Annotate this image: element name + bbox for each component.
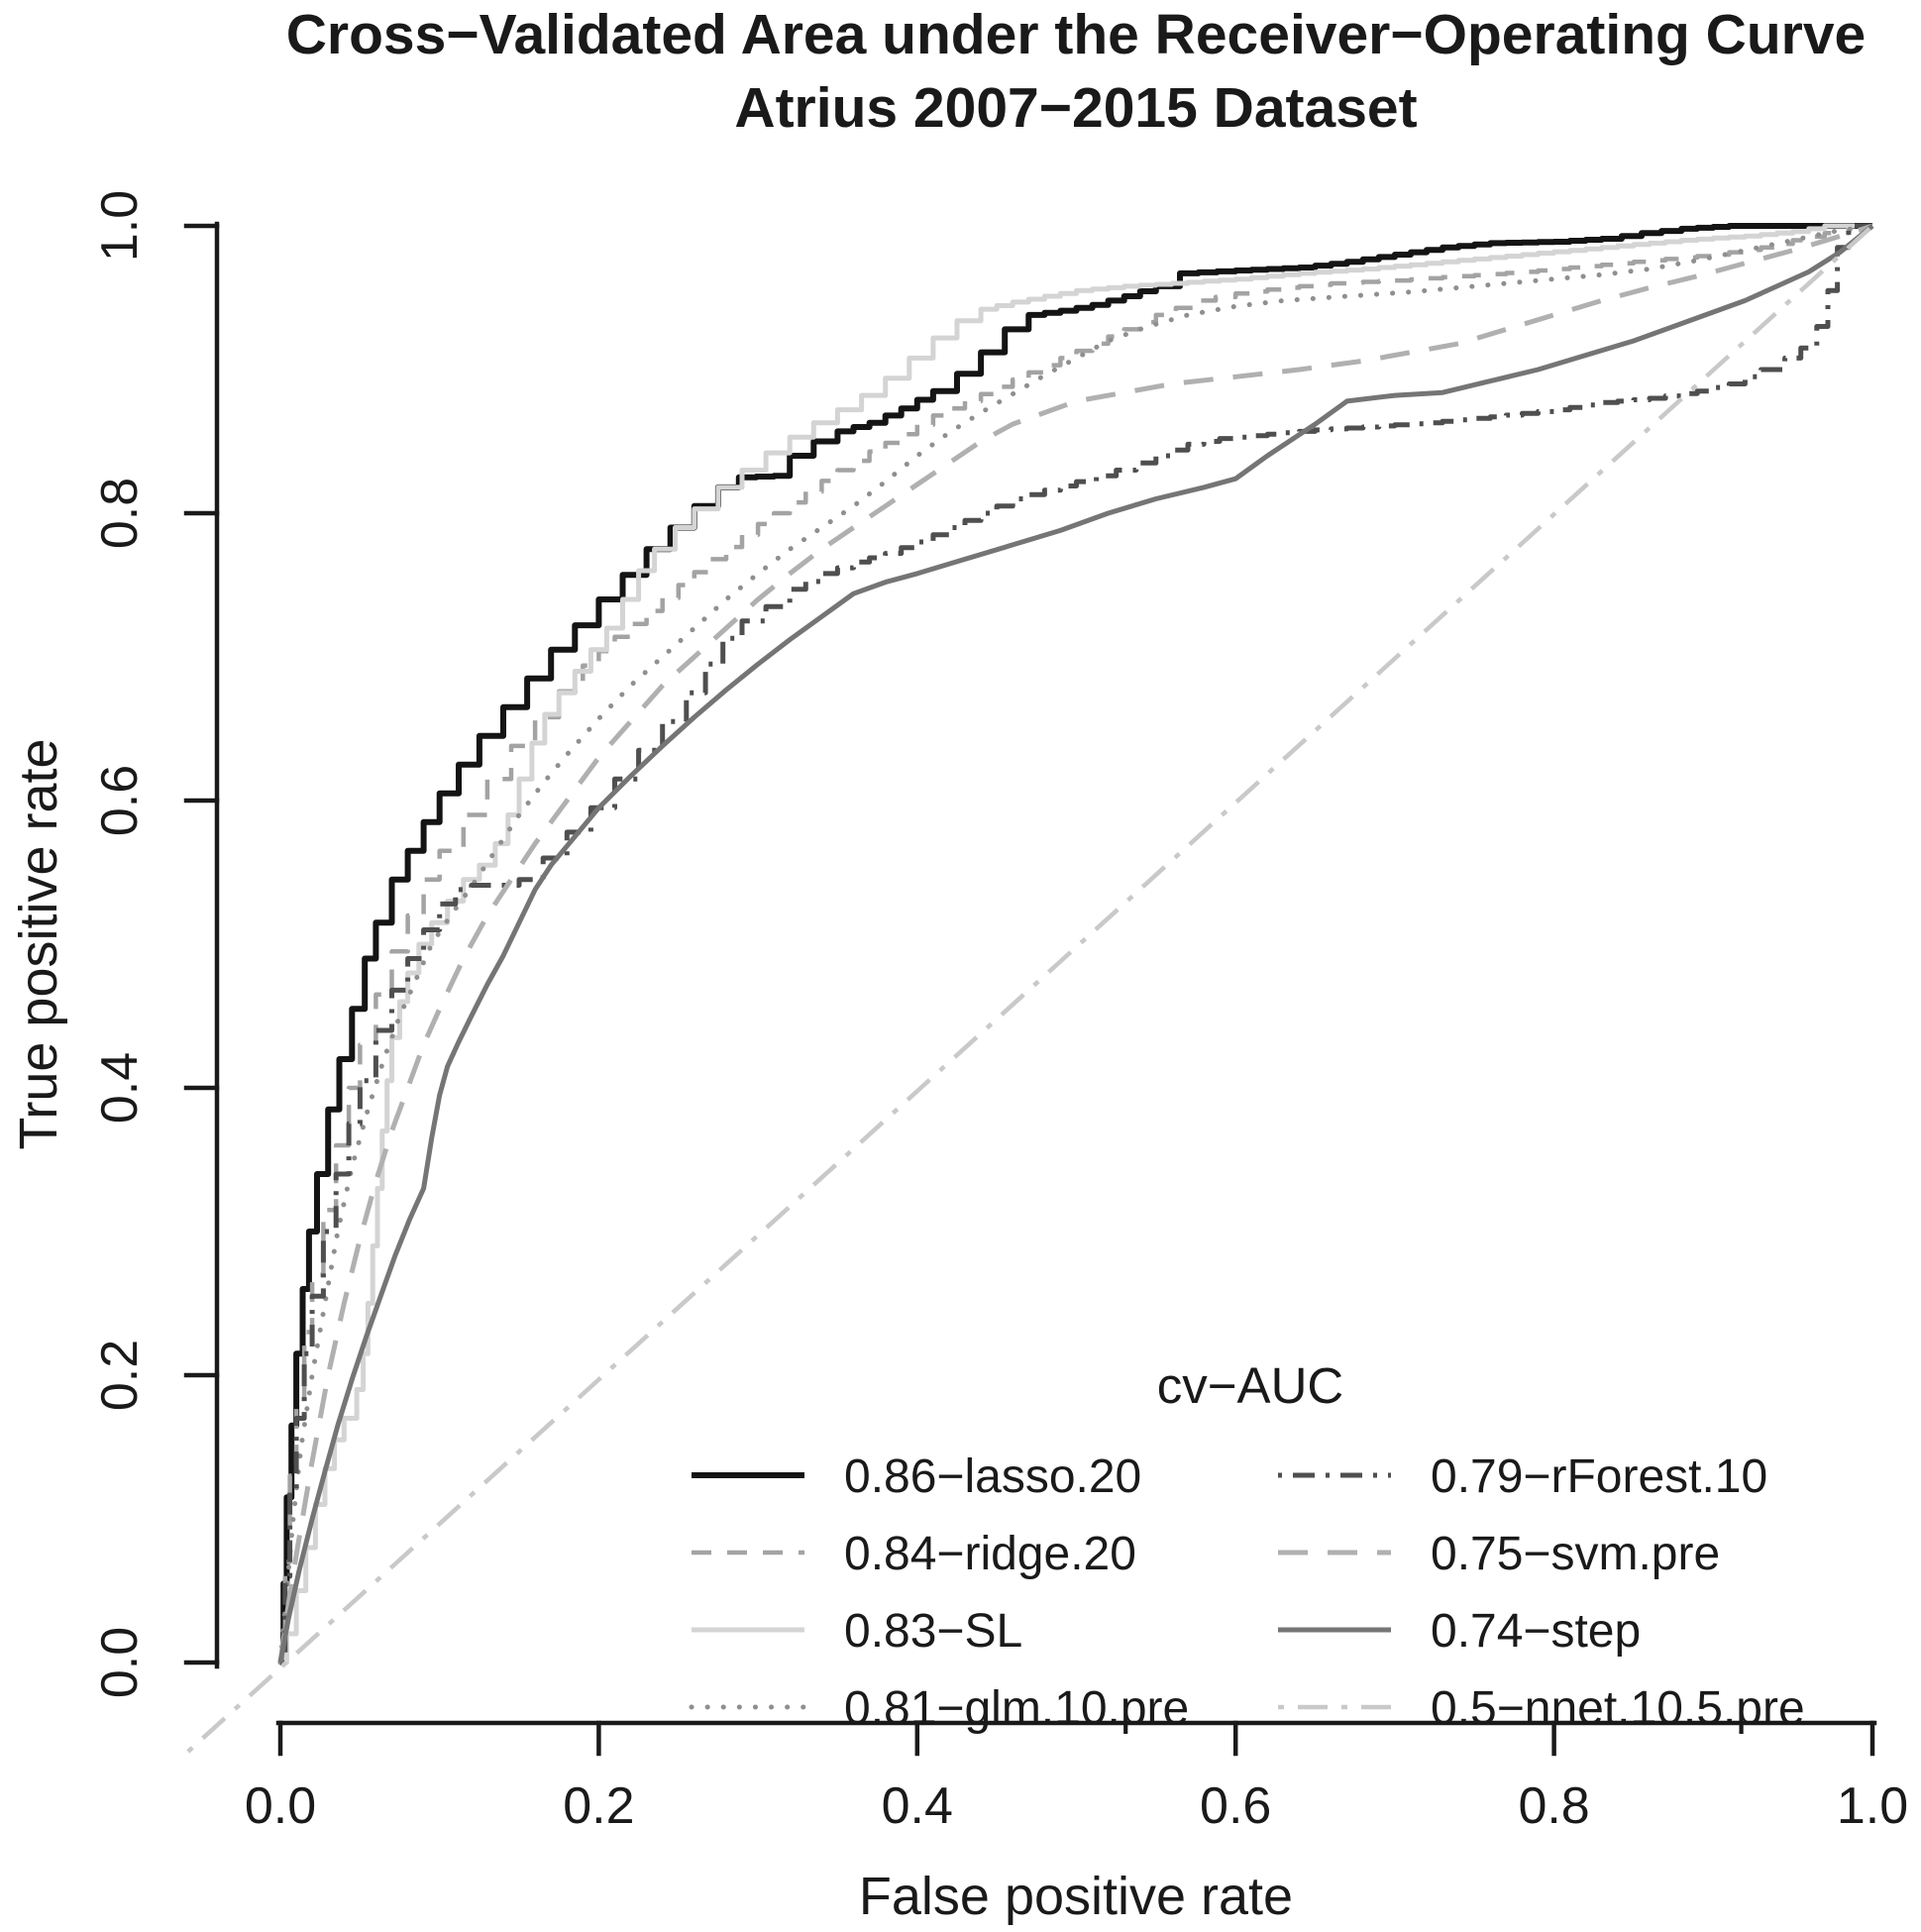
x-tick-label-0.4: 0.4 xyxy=(882,1777,953,1835)
roc-curve-step xyxy=(277,224,1874,1664)
roc-curve-rForest.10 xyxy=(280,223,1872,1665)
legend-label-lasso.20: 0.86−lasso.20 xyxy=(844,1450,1141,1503)
legend-label-svm.pre: 0.75−svm.pre xyxy=(1431,1528,1720,1580)
y-tick-label-0.4: 0.4 xyxy=(91,1052,149,1124)
y-axis-label: True positive rate xyxy=(9,738,68,1149)
x-tick-label-1.0: 1.0 xyxy=(1837,1777,1908,1835)
x-tick-label-0.0: 0.0 xyxy=(245,1777,316,1835)
legend-label-step: 0.74−step xyxy=(1431,1605,1641,1658)
x-tick-label-0.8: 0.8 xyxy=(1518,1777,1589,1835)
roc-curve-lasso.20 xyxy=(280,223,1872,1665)
y-tick-label-0.0: 0.0 xyxy=(91,1627,149,1698)
roc-curve-glm.10.pre xyxy=(277,223,1875,1665)
roc-curves-group xyxy=(186,218,1880,1754)
x-tick-label-0.2: 0.2 xyxy=(563,1777,634,1835)
legend-label-glm.10.pre: 0.81−glm.10.pre xyxy=(844,1682,1189,1735)
y-tick-label-0.2: 0.2 xyxy=(91,1340,149,1411)
legend-label-ridge.20: 0.84−ridge.20 xyxy=(844,1528,1136,1580)
chart-title-line2: Atrius 2007−2015 Dataset xyxy=(734,76,1417,140)
axes-group: 0.0 0.2 0.4 0.6 0.8 1.0 0.0 0.2 0.4 0.6 0.8 1.0 xyxy=(91,190,1908,1835)
roc-curve-ridge.20 xyxy=(280,223,1872,1665)
legend-label-rForest.10: 0.79−rForest.10 xyxy=(1431,1450,1767,1503)
chart-title-line1: Cross−Validated Area under the Receiver−… xyxy=(286,3,1867,66)
legend-label-nnet.10.5.pre: 0.5−nnet.10.5.pre xyxy=(1431,1682,1805,1735)
y-tick-label-0.8: 0.8 xyxy=(91,478,149,549)
x-axis-label: False positive rate xyxy=(859,1867,1293,1926)
legend-title: cv−AUC xyxy=(1157,1357,1343,1414)
x-tick-label-0.6: 0.6 xyxy=(1200,1777,1271,1835)
legend-group: cv−AUC 0.86−lasso.20 0.84−ridge.20 0.83−SL… xyxy=(689,1357,1805,1735)
y-tick-label-0.6: 0.6 xyxy=(91,765,149,836)
y-tick-label-1.0: 1.0 xyxy=(91,190,149,262)
legend-label-SL: 0.83−SL xyxy=(844,1605,1022,1658)
